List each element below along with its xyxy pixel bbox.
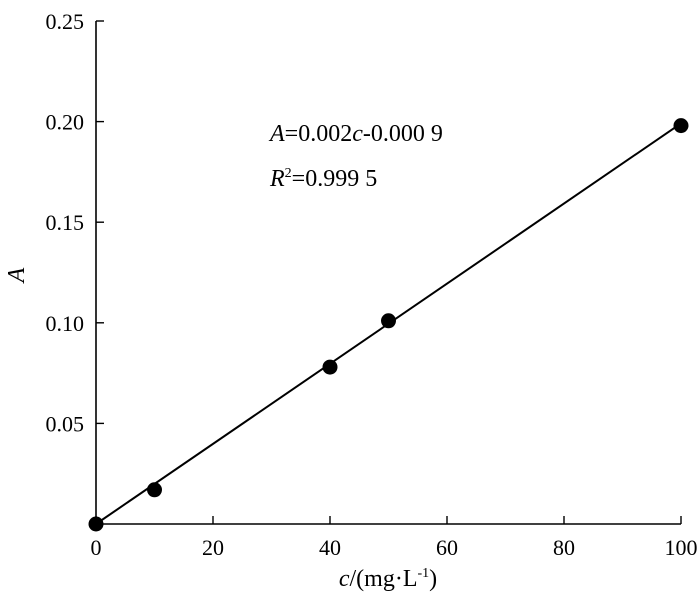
y-tick-label: 0.25 xyxy=(46,9,85,34)
equation-text: A=0.002c-0.000 9 xyxy=(268,121,443,147)
axes xyxy=(95,21,681,525)
y-axis-title: A xyxy=(4,267,30,284)
x-ticks: 0 20 40 60 80 100 xyxy=(91,516,698,560)
x-tick-label: 80 xyxy=(553,535,575,560)
y-tick-label: 0.15 xyxy=(46,210,85,235)
x-tick-label: 40 xyxy=(319,535,341,560)
x-tick-label: 0 xyxy=(91,535,102,560)
y-ticks: 0.05 0.10 0.15 0.20 0.25 xyxy=(46,9,104,436)
r-squared-text: R2=0.999 5 xyxy=(269,166,377,192)
data-points xyxy=(88,118,689,532)
x-tick-label: 100 xyxy=(665,535,698,560)
data-point xyxy=(147,482,162,498)
data-point xyxy=(673,118,689,134)
y-tick-label: 0.05 xyxy=(46,411,85,436)
x-axis-title: c/(mg·L-1) xyxy=(339,566,437,592)
data-point xyxy=(381,313,396,329)
regression-annotation: A=0.002c-0.000 9 R2=0.999 5 xyxy=(268,121,443,192)
data-point xyxy=(322,359,338,375)
y-tick-label: 0.10 xyxy=(46,311,85,336)
data-point xyxy=(88,516,104,532)
y-tick-label: 0.20 xyxy=(46,110,85,135)
x-tick-label: 20 xyxy=(202,535,224,560)
x-tick-label: 60 xyxy=(436,535,458,560)
